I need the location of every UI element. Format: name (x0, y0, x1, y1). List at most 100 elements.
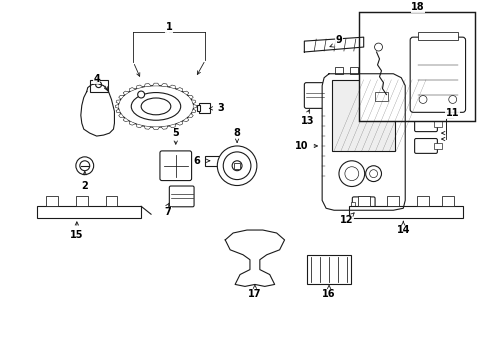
Circle shape (80, 161, 90, 171)
Bar (196, 105, 199, 111)
Ellipse shape (141, 98, 171, 115)
Bar (350, 67, 358, 74)
Circle shape (138, 91, 145, 98)
FancyBboxPatch shape (415, 139, 438, 153)
Polygon shape (81, 84, 115, 136)
Polygon shape (119, 114, 123, 117)
Text: 11: 11 (446, 108, 460, 118)
Bar (349, 206, 463, 218)
Text: 6: 6 (193, 156, 200, 166)
Polygon shape (137, 124, 143, 128)
Circle shape (449, 95, 457, 103)
Polygon shape (194, 104, 196, 108)
Bar (46, 197, 58, 206)
Bar (351, 202, 355, 208)
Circle shape (369, 170, 377, 177)
Bar (90, 80, 107, 91)
Polygon shape (304, 37, 364, 52)
Text: 5: 5 (172, 128, 179, 138)
FancyBboxPatch shape (170, 186, 194, 207)
Bar (417, 197, 429, 206)
Polygon shape (322, 74, 405, 210)
Bar (307, 255, 351, 284)
Polygon shape (123, 91, 129, 95)
Text: 14: 14 (396, 225, 410, 235)
Bar (434, 143, 442, 149)
Polygon shape (161, 84, 168, 87)
Circle shape (366, 166, 382, 181)
Circle shape (217, 146, 257, 185)
Bar (105, 197, 118, 206)
Bar (335, 67, 343, 74)
Text: 13: 13 (300, 116, 314, 126)
Text: 1: 1 (166, 22, 172, 32)
Text: 4: 4 (93, 74, 100, 84)
Text: 9: 9 (336, 35, 343, 45)
Circle shape (419, 95, 427, 103)
Circle shape (223, 152, 251, 180)
Text: 17: 17 (248, 289, 262, 299)
Text: 8: 8 (234, 128, 241, 138)
Bar (388, 197, 399, 206)
FancyBboxPatch shape (304, 83, 326, 108)
Text: 15: 15 (70, 230, 84, 240)
Polygon shape (177, 121, 183, 125)
Text: 18: 18 (411, 3, 425, 13)
Text: 3: 3 (217, 103, 223, 113)
Text: 2: 2 (81, 180, 88, 190)
Polygon shape (177, 87, 183, 91)
Polygon shape (152, 83, 159, 86)
Polygon shape (188, 95, 193, 99)
Circle shape (374, 43, 383, 51)
Polygon shape (116, 100, 120, 104)
Polygon shape (183, 118, 189, 122)
Ellipse shape (119, 86, 194, 127)
FancyBboxPatch shape (352, 197, 375, 214)
Polygon shape (152, 127, 159, 130)
Polygon shape (116, 104, 119, 108)
Text: 16: 16 (322, 289, 336, 299)
Bar (332, 80, 395, 151)
Bar (76, 197, 88, 206)
Bar (198, 103, 210, 113)
Polygon shape (145, 126, 151, 129)
Polygon shape (129, 87, 135, 91)
Bar (365, 67, 372, 74)
Polygon shape (169, 124, 175, 128)
Bar (234, 163, 240, 169)
Polygon shape (119, 95, 123, 99)
Polygon shape (123, 118, 129, 122)
Polygon shape (129, 121, 135, 125)
Bar (358, 197, 369, 206)
Circle shape (345, 167, 359, 181)
Polygon shape (145, 84, 151, 87)
FancyBboxPatch shape (415, 117, 438, 132)
FancyBboxPatch shape (160, 151, 192, 181)
Bar (359, 13, 475, 121)
Polygon shape (192, 100, 196, 104)
Polygon shape (188, 114, 193, 117)
Bar (205, 156, 223, 166)
Polygon shape (183, 91, 189, 95)
Circle shape (391, 75, 396, 81)
Circle shape (96, 82, 101, 87)
Bar (442, 197, 454, 206)
Text: 10: 10 (294, 141, 308, 151)
Bar (374, 91, 389, 102)
Bar (418, 32, 458, 40)
Text: 7: 7 (165, 207, 171, 217)
Circle shape (232, 161, 242, 171)
Bar (37, 206, 141, 218)
Ellipse shape (131, 93, 181, 120)
Text: 12: 12 (340, 215, 354, 225)
Polygon shape (137, 85, 143, 89)
Bar (434, 121, 442, 127)
Polygon shape (225, 230, 285, 287)
Circle shape (76, 157, 94, 175)
Polygon shape (116, 109, 120, 113)
Polygon shape (169, 85, 175, 89)
Polygon shape (161, 126, 168, 129)
FancyBboxPatch shape (410, 37, 466, 112)
Bar (380, 67, 388, 74)
Polygon shape (222, 157, 228, 163)
